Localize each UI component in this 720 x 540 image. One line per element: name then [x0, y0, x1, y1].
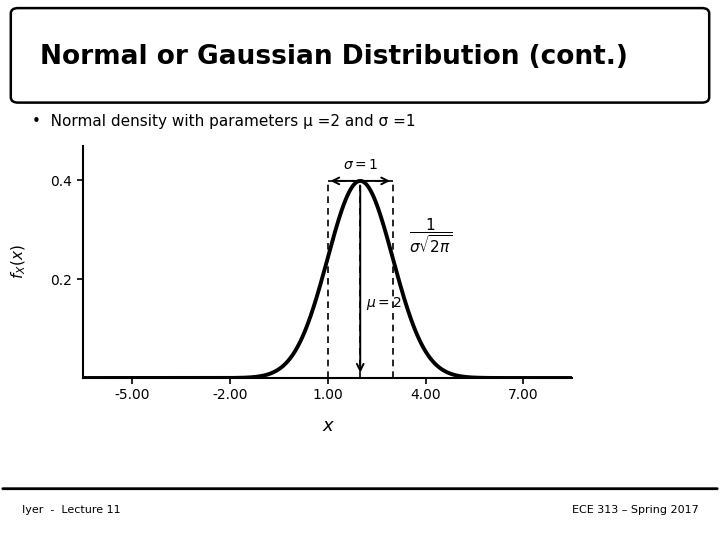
- Text: $f_X(x)$: $f_X(x)$: [10, 245, 28, 279]
- Text: •  Normal density with parameters μ =2 and σ =1: • Normal density with parameters μ =2 an…: [32, 114, 416, 129]
- Text: Normal or Gaussian Distribution (cont.): Normal or Gaussian Distribution (cont.): [40, 44, 627, 70]
- Text: x: x: [323, 417, 333, 435]
- Text: $\dfrac{1}{\sigma\sqrt{2\pi}}$: $\dfrac{1}{\sigma\sqrt{2\pi}}$: [409, 217, 453, 255]
- Text: ECE 313 – Spring 2017: ECE 313 – Spring 2017: [572, 505, 698, 515]
- Text: $\mu =2$: $\mu =2$: [366, 295, 402, 312]
- Text: Iyer  -  Lecture 11: Iyer - Lecture 11: [22, 505, 120, 515]
- Text: $\sigma =1$: $\sigma =1$: [343, 158, 378, 172]
